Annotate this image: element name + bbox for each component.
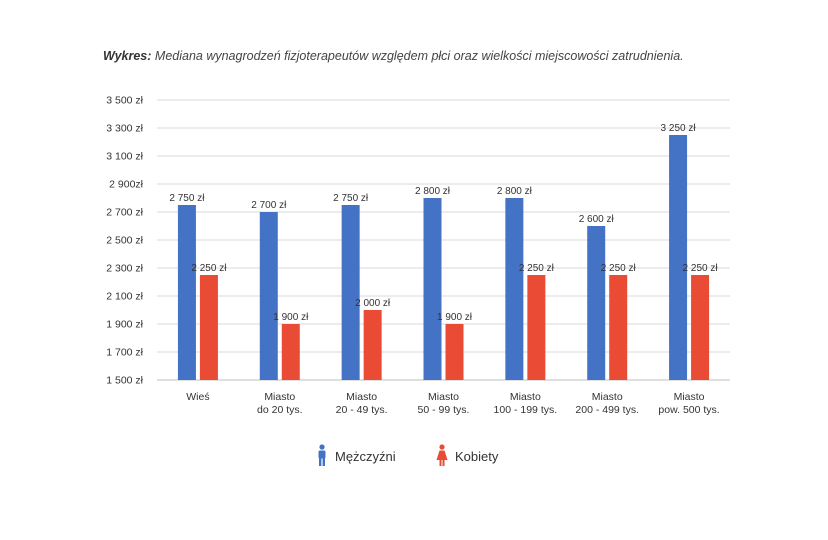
data-label-men: 2 600 zł: [579, 214, 615, 225]
icon-dress: [436, 450, 448, 460]
chart-title-text: Mediana wynagrodzeń fizjoterapeutów wzgl…: [154, 49, 684, 63]
x-category-line: Miasto: [510, 391, 541, 403]
x-category-line: Miasto: [346, 391, 377, 403]
data-label-women: 1 900 zł: [273, 312, 309, 323]
bars: 2 750 zł 2 700 zł 2 750 zł 2 800 zł 2 800 zł…: [169, 123, 718, 380]
data-label-men: 2 750 zł: [169, 193, 205, 204]
bar-men: [505, 198, 524, 380]
legend-label: Kobiety: [455, 449, 499, 464]
legend[interactable]: Mężczyźni Kobiety: [318, 444, 499, 466]
legend-label: Mężczyźni: [335, 449, 396, 464]
data-label-men: 2 700 zł: [251, 200, 287, 211]
y-tick-label: 2 500 zł: [106, 235, 143, 247]
y-tick-label: 3 500 zł: [106, 95, 143, 107]
icon-leg: [319, 457, 322, 466]
x-category-line: 200 - 499 tys.: [575, 404, 639, 416]
bar-women: [445, 324, 464, 380]
chart-title-prefix: Wykres:: [103, 49, 152, 63]
x-category-line: Miasto: [428, 391, 459, 403]
bar-women: [609, 275, 628, 380]
x-category-line: 100 - 199 tys.: [494, 404, 558, 416]
data-label-women: 1 900 zł: [437, 312, 473, 323]
bar-men: [423, 198, 442, 380]
icon-leg: [322, 457, 325, 466]
icon-body: [318, 450, 326, 459]
bar-men: [587, 226, 606, 380]
x-category-line: 20 - 49 tys.: [336, 404, 388, 416]
data-label-women: 2 000 zł: [355, 298, 391, 309]
y-tick-label: 1 900 zł: [106, 319, 143, 331]
y-tick-label: 3 300 zł: [106, 123, 143, 135]
data-label-women: 2 250 zł: [601, 263, 637, 274]
bar-women: [363, 310, 382, 380]
y-tick-label: 1 500 zł: [106, 375, 143, 387]
x-category-label: Miasto 100 - 199 tys.: [494, 391, 558, 416]
chart-title: Wykres: Mediana wynagrodzeń fizjoterapeu…: [103, 49, 684, 63]
bar-men: [259, 212, 278, 380]
x-category-label: Miasto 200 - 499 tys.: [575, 391, 639, 416]
bar-women: [691, 275, 710, 380]
y-axis: 3 500 zł 3 300 zł 3 100 zł 2 900zł 2 700 zł 2…: [106, 95, 143, 387]
data-label-men: 2 800 zł: [497, 186, 533, 197]
bar-men: [341, 205, 360, 380]
x-category-label: Miasto 20 - 49 tys.: [336, 391, 388, 416]
legend-item-women[interactable]: Kobiety: [436, 444, 499, 466]
grid-lines: [157, 99, 730, 381]
bar-men: [177, 205, 196, 380]
data-label-women: 2 250 zł: [519, 263, 555, 274]
y-tick-label: 2 900zł: [109, 179, 144, 191]
y-tick-label: 2 700 zł: [106, 207, 143, 219]
man-icon: [318, 444, 326, 466]
data-label-men: 3 250 zł: [661, 123, 697, 134]
x-category-label: Wieś: [186, 391, 209, 403]
y-tick-label: 3 100 zł: [106, 151, 143, 163]
data-label-women: 2 250 zł: [683, 263, 719, 274]
icon-leg: [439, 460, 442, 466]
x-category-label: Miasto pow. 500 tys.: [658, 391, 719, 416]
icon-head: [439, 444, 445, 450]
x-category-label: Miasto 50 - 99 tys.: [418, 391, 470, 416]
data-label-men: 2 750 zł: [333, 193, 369, 204]
x-category-line: 50 - 99 tys.: [418, 404, 470, 416]
bar-women: [527, 275, 546, 380]
x-category-line: Miasto: [592, 391, 623, 403]
y-tick-label: 2 100 zł: [106, 291, 143, 303]
bar-men: [669, 135, 688, 380]
x-category-label: Miasto do 20 tys.: [257, 391, 303, 416]
y-tick-label: 1 700 zł: [106, 347, 143, 359]
woman-icon: [436, 444, 448, 466]
x-category-line: Miasto: [674, 391, 705, 403]
data-label-men: 2 800 zł: [415, 186, 451, 197]
legend-item-men[interactable]: Mężczyźni: [318, 444, 396, 466]
icon-leg: [442, 460, 445, 466]
icon-head: [319, 444, 325, 450]
x-category-line: do 20 tys.: [257, 404, 303, 416]
x-category-line: Miasto: [264, 391, 295, 403]
x-axis: Wieś Miasto do 20 tys.Miasto 20 - 49 tys.Mi…: [186, 391, 719, 416]
x-category-line: Wieś: [186, 391, 209, 403]
bar-women: [199, 275, 218, 380]
bar-women: [281, 324, 300, 380]
data-label-women: 2 250 zł: [191, 263, 227, 274]
x-category-line: pow. 500 tys.: [658, 404, 719, 416]
y-tick-label: 2 300 zł: [106, 263, 143, 275]
